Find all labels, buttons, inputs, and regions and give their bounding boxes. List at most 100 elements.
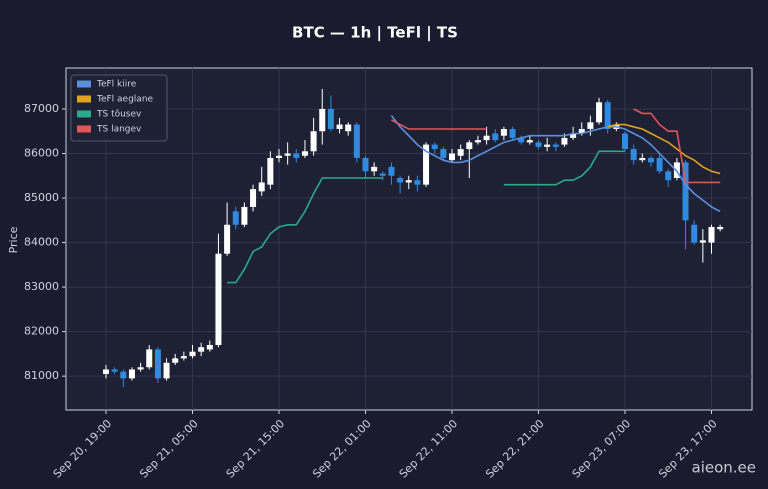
candle-body xyxy=(699,240,706,243)
candle-body xyxy=(656,157,663,172)
y-tick-label: 87000 xyxy=(24,102,59,115)
candle-body xyxy=(371,166,378,172)
candle-body xyxy=(466,142,473,150)
candle-body xyxy=(206,344,213,350)
candle-body xyxy=(353,124,360,158)
candle-body xyxy=(258,182,265,192)
candle-body xyxy=(483,135,490,141)
candle-body xyxy=(154,349,161,379)
candle-body xyxy=(388,166,395,176)
candle-body xyxy=(189,351,196,357)
chart-title: BTC — 1h | TeFl | TS xyxy=(292,24,458,43)
candle-body xyxy=(457,149,464,156)
candle-body xyxy=(708,226,715,243)
x-tick-label: Sep 22, 01:00 xyxy=(310,417,374,481)
candle-body xyxy=(198,347,205,352)
candle-body xyxy=(215,253,222,345)
candle-body xyxy=(665,171,672,181)
candle-body xyxy=(310,131,317,152)
candle-body xyxy=(691,224,698,243)
x-tick-label: Sep 23, 07:00 xyxy=(570,417,634,481)
x-tick-label: Sep 21, 05:00 xyxy=(137,417,201,481)
legend-label: TS langev xyxy=(96,125,142,135)
candle-body xyxy=(345,124,352,132)
candle-body xyxy=(423,144,430,185)
candle-body xyxy=(103,369,109,374)
candle-body xyxy=(587,122,594,130)
candle-body xyxy=(250,189,257,207)
candle-body xyxy=(232,211,239,225)
candle-body xyxy=(647,157,654,163)
y-tick-label: 83000 xyxy=(24,280,59,293)
candle-body xyxy=(224,224,231,254)
x-tick-label: Sep 20, 19:00 xyxy=(51,417,115,481)
legend-swatch xyxy=(77,80,91,88)
candle-body xyxy=(128,369,135,379)
candle-body xyxy=(276,155,282,158)
candle-body xyxy=(509,129,516,138)
candle-body xyxy=(379,173,386,176)
candle-body xyxy=(120,371,127,379)
candle-body xyxy=(301,151,308,156)
candle-body xyxy=(474,140,481,143)
candle-body xyxy=(570,133,577,138)
x-tick-label: Sep 22, 11:00 xyxy=(397,417,461,481)
indicator-line xyxy=(607,123,721,175)
watermark: aieon.ee xyxy=(692,459,757,477)
plot-area xyxy=(65,67,753,411)
legend-label: TS tõusev xyxy=(96,110,142,120)
candle-body xyxy=(622,133,628,150)
candle-body xyxy=(336,124,343,130)
legend-label: TeFl aeglane xyxy=(96,95,154,105)
legend-swatch xyxy=(77,110,91,118)
candle-body xyxy=(163,362,170,379)
x-tick-label: Sep 22, 21:00 xyxy=(483,417,547,481)
candle-body xyxy=(267,157,274,185)
candle-body xyxy=(293,153,300,158)
candle-body xyxy=(518,137,525,143)
candle-body xyxy=(552,144,559,147)
candle-body xyxy=(440,149,447,158)
candle-body xyxy=(137,367,144,370)
y-tick-label: 82000 xyxy=(24,325,59,338)
candle-body xyxy=(241,206,248,225)
indicator-line xyxy=(227,150,625,284)
candle-body xyxy=(639,157,646,161)
indicator-line xyxy=(390,115,721,213)
candle-body xyxy=(630,149,637,161)
candle-body xyxy=(111,369,118,372)
candle-body xyxy=(500,129,507,136)
candle-body xyxy=(327,108,334,130)
x-tick-label: Sep 21, 15:00 xyxy=(224,417,288,481)
candle-body xyxy=(414,180,421,185)
y-tick-label: 84000 xyxy=(24,236,59,249)
candle-body xyxy=(319,108,326,132)
candle-body xyxy=(172,358,179,363)
candle-body xyxy=(717,226,724,230)
candle-body xyxy=(397,177,404,183)
candle-body xyxy=(362,157,369,172)
candle-body xyxy=(578,129,585,134)
y-tick-label: 81000 xyxy=(24,369,59,382)
legend-box xyxy=(70,74,168,142)
candle-body xyxy=(180,356,187,359)
candle-body xyxy=(604,102,611,130)
candle-body xyxy=(405,180,412,183)
candle-body xyxy=(535,142,542,147)
indicator-line xyxy=(391,108,721,184)
candle-body xyxy=(431,144,438,150)
candle-body xyxy=(561,137,568,145)
candle-body xyxy=(449,153,455,161)
y-tick-label: 86000 xyxy=(24,147,59,160)
y-tick-label: 85000 xyxy=(24,191,59,204)
candle-body xyxy=(596,102,603,123)
candle-body xyxy=(526,140,533,143)
candle-body xyxy=(146,349,153,368)
y-axis-label: Price xyxy=(7,226,20,253)
candle-body xyxy=(682,162,689,221)
candle-body xyxy=(492,133,499,141)
candle-body xyxy=(284,153,291,156)
legend-swatch xyxy=(77,125,91,133)
candle-body xyxy=(544,144,551,147)
